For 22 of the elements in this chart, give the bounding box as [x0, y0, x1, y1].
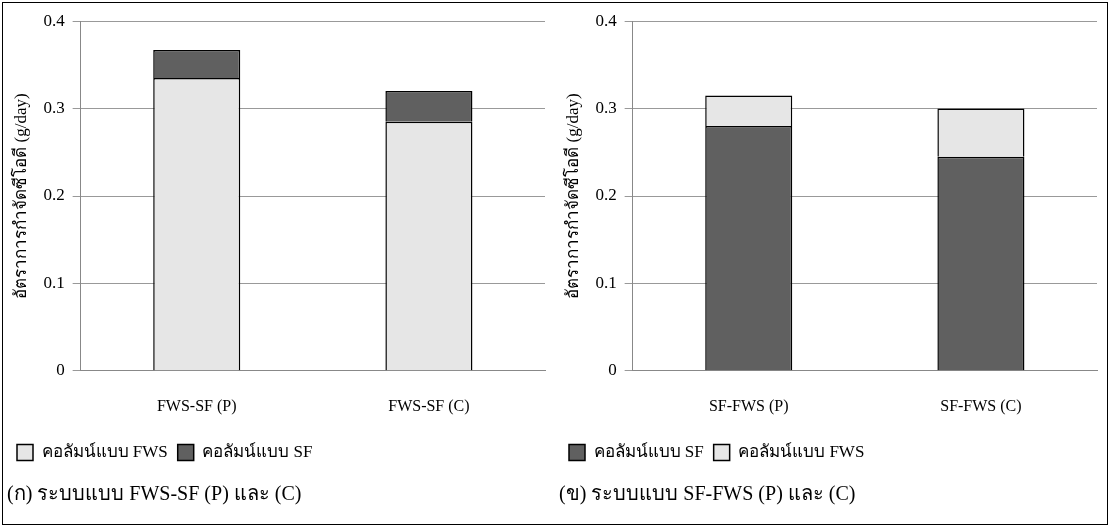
x-tick-label: FWS-SF (P)	[156, 396, 237, 415]
y-tick-label: 0	[56, 360, 65, 380]
y-tick-label: 0.4	[595, 10, 618, 30]
text: (ข) ระบบแบบ SF-FWS (P) และ (C)	[559, 482, 856, 506]
x-tick-label: FWS-SF (C)	[388, 396, 470, 415]
legend-label: คอลัมน์แบบ SF	[593, 441, 704, 461]
y-tick-label: 0	[608, 360, 617, 380]
legend-label: คอลัมน์แบบ FWS	[738, 441, 865, 461]
y-tick-label: 0.4	[43, 10, 66, 30]
y-tick-label: 0.3	[595, 98, 617, 118]
y-tick-label: 0.3	[43, 98, 65, 118]
text: (ก) ระบบแบบ FWS-SF (P) และ (C)	[7, 482, 302, 506]
y-tick-label: 0.2	[595, 185, 617, 205]
y-tick-label: 0.1	[43, 272, 65, 292]
y-tick-label: 0.1	[595, 272, 617, 292]
legend-label: คอลัมน์แบบ SF	[202, 441, 313, 461]
y-axis-title: อัตราการกำจัดซีโอดี (g/day)	[9, 93, 30, 299]
x-tick-label: SF-FWS (P)	[708, 396, 789, 415]
y-tick-label: 0.2	[43, 185, 65, 205]
x-tick-label: SF-FWS (C)	[940, 396, 1022, 415]
legend-label: คอลัมน์แบบ FWS	[41, 441, 168, 461]
y-axis-title: อัตราการกำจัดซีโอดี (g/day)	[561, 93, 582, 299]
